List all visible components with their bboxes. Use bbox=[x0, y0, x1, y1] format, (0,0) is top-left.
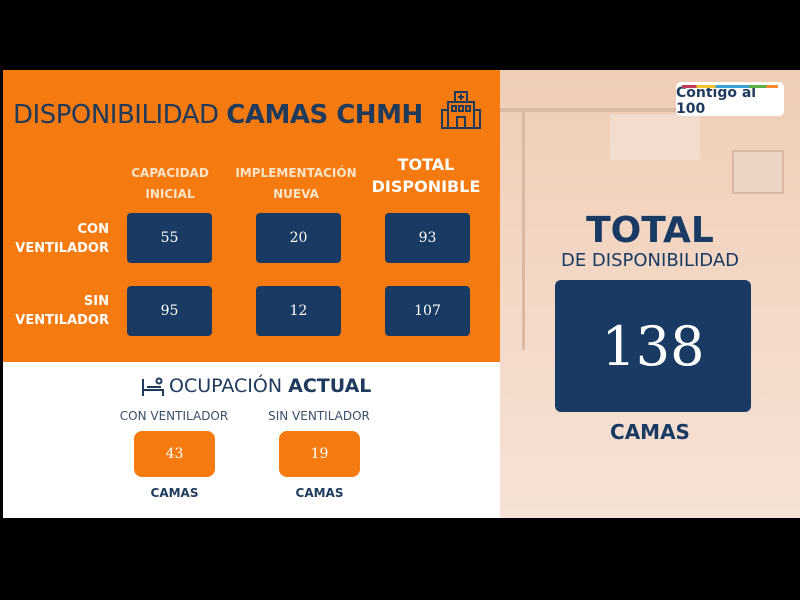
occupancy-panel bbox=[3, 362, 500, 518]
row-header-sin-ventilador: SIN VENTILADOR bbox=[15, 294, 109, 328]
value-box: 12 bbox=[256, 286, 341, 336]
occupancy-value: 43 bbox=[134, 431, 215, 477]
row-header-con-ventilador: CON VENTILADOR bbox=[15, 222, 109, 256]
occupancy-label: SIN VENTILADOR bbox=[268, 409, 370, 423]
value-box: 107 bbox=[385, 286, 470, 336]
occupancy-title: OCUPACIÓN ACTUAL bbox=[169, 375, 372, 397]
column-header-total: TOTAL DISPONIBLE bbox=[371, 155, 481, 196]
summary-total-box: 138 bbox=[555, 280, 751, 412]
monitor bbox=[732, 150, 784, 194]
value-box: 55 bbox=[127, 213, 212, 263]
column-header-implementacion: IMPLEMENTACIÓN NUEVA bbox=[235, 166, 357, 201]
occupancy-unit: CAMAS bbox=[150, 486, 199, 500]
page-title: DISPONIBILIDAD CAMAS CHMH bbox=[13, 100, 423, 130]
wall-panel bbox=[610, 114, 700, 160]
bed-rail bbox=[500, 108, 700, 112]
occupancy-value: 19 bbox=[279, 431, 360, 477]
infographic: DISPONIBILIDAD CAMAS CHMH CAPACIDAD INICI… bbox=[3, 70, 800, 518]
value-box: 95 bbox=[127, 286, 212, 336]
summary-subtitle: DE DISPONIBILIDAD bbox=[560, 250, 740, 271]
value-box: 93 bbox=[385, 213, 470, 263]
occupancy-label: CON VENTILADOR bbox=[119, 409, 229, 423]
hospital-icon bbox=[441, 91, 481, 129]
hospital-photo-panel: Contigo al 100 TOTAL DE DISPONIBILIDAD 1… bbox=[500, 70, 800, 518]
iv-pole bbox=[522, 110, 525, 350]
title-light: DISPONIBILIDAD bbox=[13, 100, 219, 130]
occupancy-unit: CAMAS bbox=[295, 486, 344, 500]
value-box: 20 bbox=[256, 213, 341, 263]
title-bold: CAMAS CHMH bbox=[226, 100, 423, 130]
column-header-capacidad: CAPACIDAD INICIAL bbox=[131, 166, 209, 201]
contigo-al-100-logo: Contigo al 100 bbox=[676, 82, 784, 117]
summary-unit: CAMAS bbox=[610, 420, 690, 444]
summary-title: TOTAL bbox=[586, 210, 714, 251]
availability-panel: DISPONIBILIDAD CAMAS CHMH CAPACIDAD INICI… bbox=[3, 70, 500, 362]
bed-icon bbox=[142, 377, 164, 396]
